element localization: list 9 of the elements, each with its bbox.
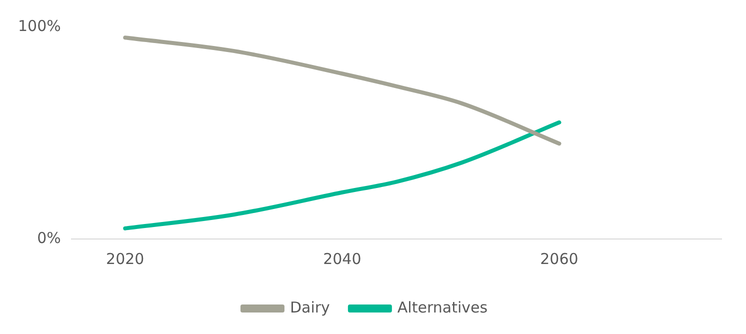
x-tick-label: 2040 <box>323 250 362 268</box>
line-series <box>123 36 562 146</box>
y-tick-label: 100% <box>18 16 61 35</box>
x-tick-label: 2060 <box>540 250 578 268</box>
legend-label: Dairy <box>290 298 330 316</box>
line-series <box>123 120 562 230</box>
y-tick-label: 0% <box>37 228 61 247</box>
x-tick-label: 2020 <box>106 250 144 268</box>
legend-label: Alternatives <box>397 298 488 316</box>
